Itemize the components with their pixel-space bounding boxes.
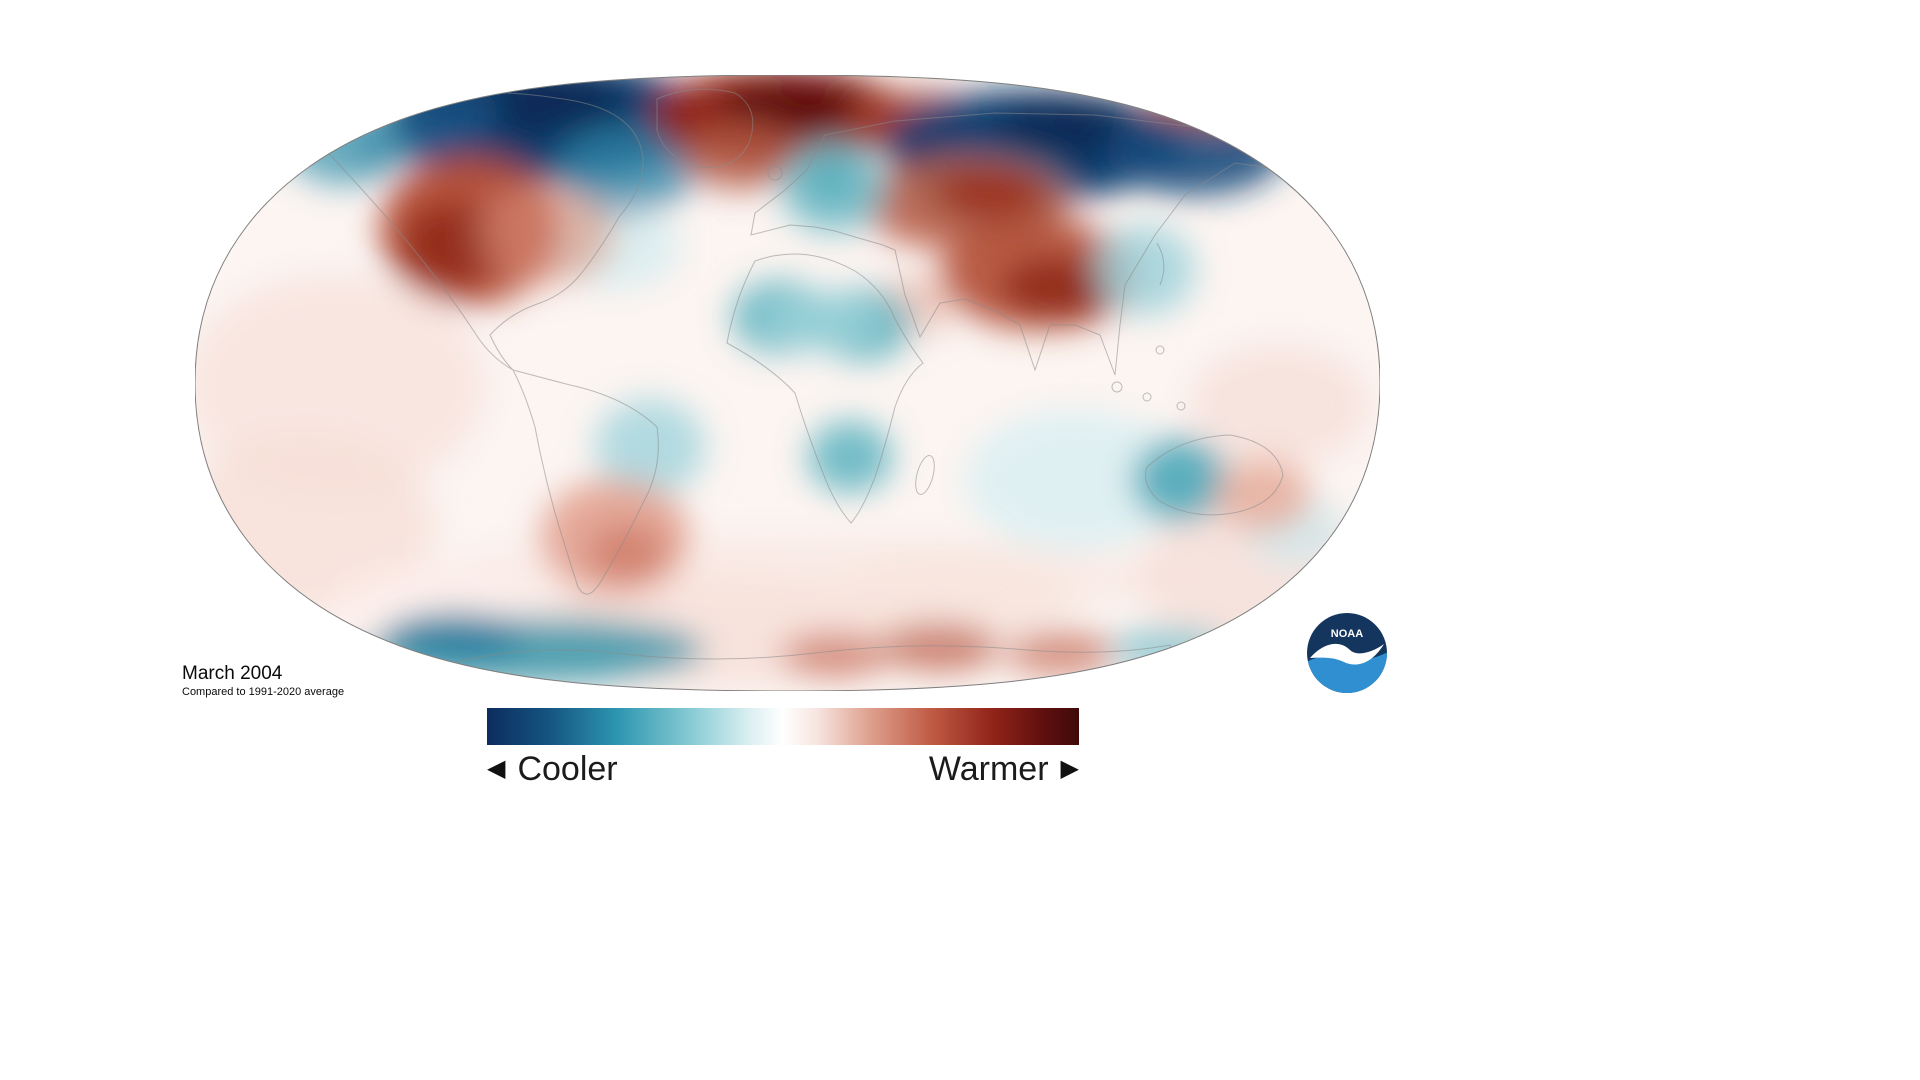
anomaly-field bbox=[195, 75, 1375, 685]
noaa-logo-text: NOAA bbox=[1331, 628, 1363, 640]
colorbar bbox=[487, 708, 1079, 745]
legend-warmer: Warmer ▶ bbox=[929, 750, 1079, 789]
map-outline bbox=[195, 75, 1380, 691]
cooler-label: Cooler bbox=[517, 750, 618, 788]
seagull-icon bbox=[1310, 643, 1384, 665]
map-baseline: Compared to 1991-2020 average bbox=[182, 686, 345, 698]
map-date: March 2004 bbox=[182, 663, 283, 684]
noaa-logo-sea bbox=[1307, 652, 1387, 693]
map-caption: March 2004 Compared to 1991-2020 average bbox=[182, 663, 344, 699]
colorbar-swatch bbox=[487, 708, 1079, 745]
legend-labels: ◀ Cooler Warmer ▶ bbox=[487, 750, 1079, 789]
legend-cooler: ◀ Cooler bbox=[487, 750, 618, 789]
right-arrow-icon: ▶ bbox=[1060, 755, 1079, 782]
world-anomaly-map bbox=[195, 75, 1380, 691]
left-arrow-icon: ◀ bbox=[487, 755, 506, 782]
warmer-label: Warmer bbox=[928, 750, 1049, 788]
noaa-logo: NOAA bbox=[1307, 613, 1387, 693]
